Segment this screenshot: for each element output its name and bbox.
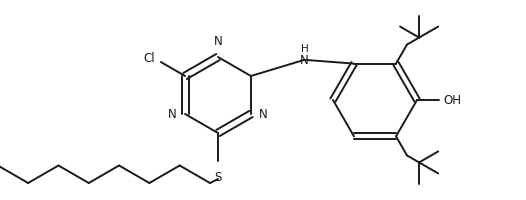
Text: Cl: Cl	[143, 52, 155, 65]
Text: N: N	[214, 35, 222, 48]
Text: OH: OH	[443, 94, 461, 107]
Text: S: S	[214, 170, 221, 183]
Text: N: N	[300, 54, 309, 67]
Text: N: N	[168, 108, 177, 121]
Text: H: H	[300, 44, 308, 54]
Text: N: N	[259, 108, 268, 121]
